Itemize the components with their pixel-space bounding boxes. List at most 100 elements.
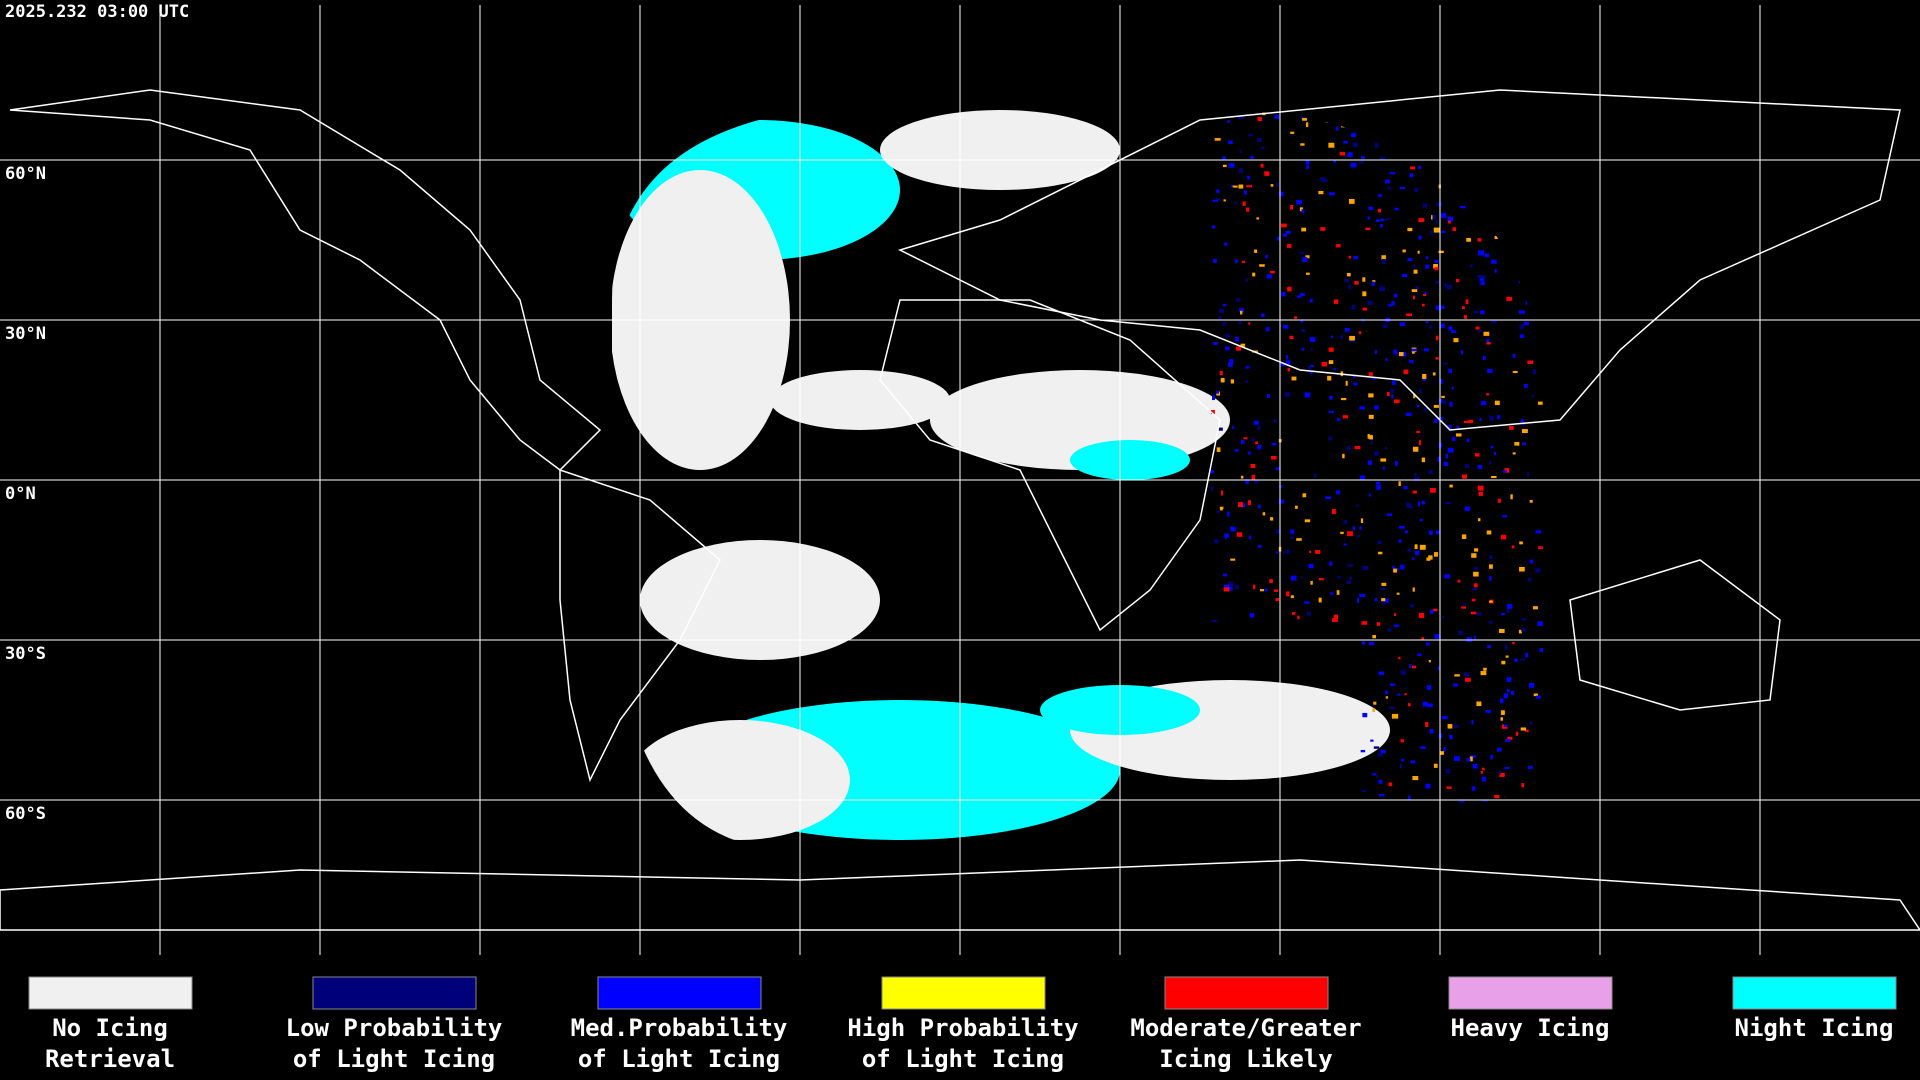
icing-pixel	[1213, 342, 1218, 345]
icing-pixel	[1234, 201, 1238, 204]
icing-pixel	[1483, 667, 1487, 671]
icing-pixel	[1345, 380, 1348, 386]
icing-pixel	[1425, 256, 1429, 260]
icing-pixel	[1253, 584, 1256, 590]
icing-pixel	[1373, 451, 1379, 456]
icing-pixel	[1425, 642, 1430, 646]
icing-pixel	[1406, 313, 1412, 317]
icing-pixel	[1494, 400, 1500, 406]
legend-swatch	[312, 976, 477, 1010]
icing-pixel	[1413, 295, 1416, 300]
icing-pixel	[1412, 776, 1419, 781]
icing-pixel	[1504, 724, 1508, 727]
icing-pixel	[1505, 739, 1511, 742]
icing-pixel	[1384, 446, 1388, 450]
icing-pixel	[1243, 437, 1248, 440]
icing-pixel	[1246, 175, 1251, 180]
icing-pixel	[1271, 442, 1277, 446]
icing-pixel	[1340, 335, 1344, 339]
icing-pixel	[1432, 372, 1436, 376]
icing-pixel	[1539, 648, 1543, 652]
icing-pixel	[1500, 717, 1503, 721]
icing-pixel	[1385, 218, 1390, 221]
icing-pixel	[1375, 219, 1380, 223]
icing-pixel	[1384, 179, 1390, 184]
icing-pixel	[1527, 472, 1530, 477]
icing-pixel	[1359, 406, 1365, 410]
icing-pixel	[1493, 451, 1497, 456]
icing-pixel	[1276, 182, 1279, 187]
icing-pixel	[1229, 359, 1234, 364]
icing-pixel	[1304, 601, 1310, 604]
icing-pixel	[1414, 544, 1418, 550]
icing-pixel	[1214, 138, 1221, 141]
icing-pixel	[1491, 259, 1497, 264]
icing-pixel	[1314, 549, 1321, 554]
icing-pixel	[1328, 410, 1334, 413]
icing-pixel	[1385, 358, 1388, 361]
icing-pixel	[1222, 156, 1226, 160]
icing-pixel	[1505, 655, 1509, 658]
icing-pixel	[1417, 250, 1420, 254]
icing-pixel	[1458, 631, 1463, 635]
icing-pixel	[1498, 770, 1501, 775]
icing-pixel	[1398, 539, 1402, 543]
icing-pixel	[1420, 746, 1426, 749]
icing-pixel	[1353, 382, 1358, 386]
icing-pixel	[1407, 257, 1413, 261]
icing-pixel	[1421, 637, 1425, 640]
icing-pixel	[1525, 729, 1529, 733]
icing-pixel	[1238, 321, 1242, 325]
icing-pixel	[1299, 251, 1305, 255]
icing-pixel	[1372, 280, 1376, 283]
icing-pixel	[1473, 571, 1479, 577]
icing-pixel	[1228, 140, 1233, 145]
icing-pixel	[1309, 550, 1312, 553]
icing-pixel	[1476, 701, 1482, 706]
legend-swatch	[1448, 976, 1613, 1010]
icing-pixel	[1314, 473, 1317, 478]
icing-pixel	[1376, 485, 1381, 490]
icing-pixel	[1476, 612, 1482, 616]
icing-pixel	[1212, 258, 1217, 263]
icing-pixel	[1361, 156, 1365, 159]
icing-pixel	[1428, 555, 1433, 560]
icing-pixel	[1422, 203, 1428, 208]
icing-pixel	[1435, 280, 1440, 284]
icing-pixel	[1422, 378, 1427, 381]
icing-pixel	[1415, 285, 1420, 290]
icing-pixel	[1391, 380, 1396, 385]
icing-pixel	[1480, 770, 1484, 774]
icing-pixel	[1398, 352, 1404, 357]
icing-pixel	[1480, 310, 1485, 315]
icing-pixel	[1300, 319, 1304, 323]
icing-pixel	[1257, 116, 1262, 122]
icing-pixel	[1428, 660, 1431, 663]
icing-pixel	[1412, 490, 1417, 494]
icing-pixel	[1254, 249, 1258, 253]
icing-pixel	[1392, 713, 1399, 719]
icing-pixel	[1502, 470, 1507, 473]
icing-pixel	[1223, 164, 1227, 168]
icing-pixel	[1279, 485, 1283, 488]
icing-pixel	[1504, 644, 1508, 650]
legend: No Icing Retrieval Low Probability of Light…	[28, 976, 1897, 1073]
icing-pixel	[1436, 202, 1442, 207]
graticule	[0, 5, 1920, 955]
icing-pixel	[1290, 529, 1295, 534]
icing-pixel	[1275, 529, 1281, 534]
latitude-label: 0°N	[5, 484, 36, 504]
icing-pixel	[1400, 564, 1405, 570]
icing-pixel	[1441, 305, 1445, 309]
legend-label: Night Icing	[1735, 1014, 1894, 1042]
icing-pixel	[1381, 582, 1387, 586]
icing-pixel	[1470, 611, 1477, 615]
icing-pixel	[1515, 731, 1519, 736]
icing-pixel	[1250, 464, 1256, 468]
icing-pixel	[1249, 613, 1255, 618]
icing-pixel	[1412, 265, 1416, 268]
icing-pixel	[1232, 426, 1235, 429]
icing-pixel	[1394, 207, 1399, 211]
icing-pixel	[1398, 656, 1401, 660]
icing-pixel	[1386, 513, 1393, 516]
